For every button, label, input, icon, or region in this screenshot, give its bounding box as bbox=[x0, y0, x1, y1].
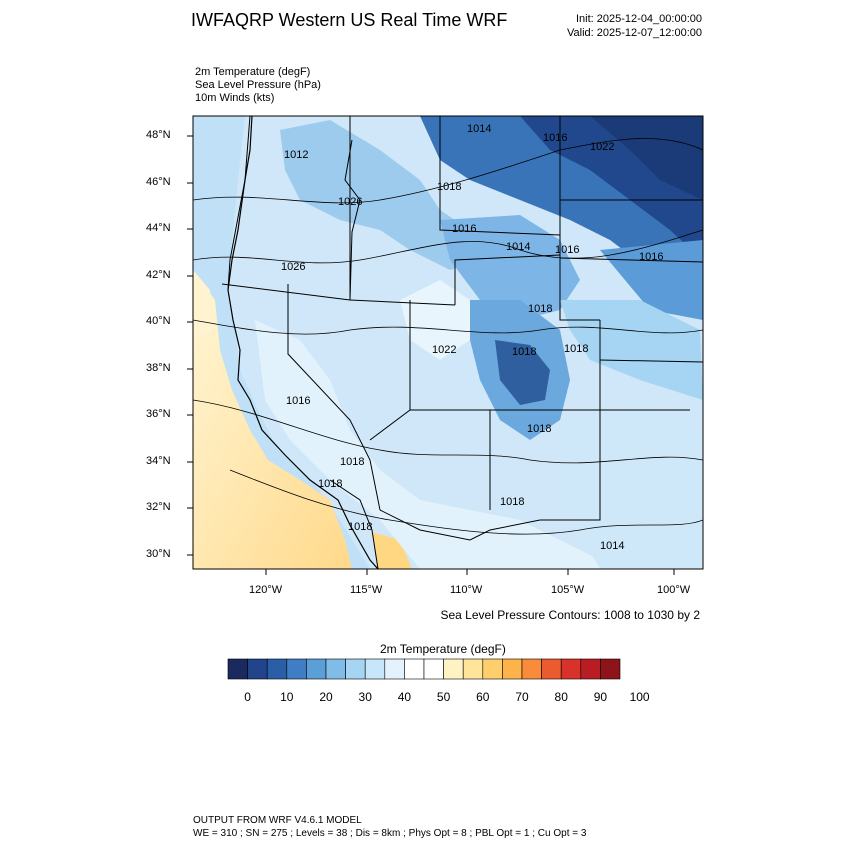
pressure-label: 1022 bbox=[432, 344, 456, 356]
colorbar-swatch bbox=[560, 658, 582, 680]
pressure-label: 1016 bbox=[452, 223, 476, 235]
state-borders bbox=[221, 116, 703, 541]
lon-label: 105°W bbox=[551, 584, 585, 596]
colorbar-ticks: 0 10 20 30 40 50 60 70 80 90 100 bbox=[244, 690, 650, 704]
lat-label: 48°N bbox=[146, 129, 171, 141]
pressure-label: 1014 bbox=[506, 241, 530, 253]
colorbar-swatch bbox=[404, 658, 425, 680]
lat-label: 32°N bbox=[146, 501, 171, 513]
colorbar-swatch bbox=[423, 658, 444, 680]
pressure-label: 1026 bbox=[281, 261, 305, 273]
colorbar-swatch bbox=[247, 658, 268, 680]
lat-label: 36°N bbox=[146, 408, 171, 420]
colorbar-swatch bbox=[306, 658, 327, 680]
colorbar-swatch bbox=[443, 658, 464, 680]
map-frame bbox=[192, 115, 704, 570]
colorbar-swatch bbox=[580, 658, 601, 680]
temperature-field bbox=[193, 116, 703, 569]
colorbar-swatch bbox=[266, 658, 288, 680]
field-label-temperature: 2m Temperature (degF) bbox=[195, 66, 311, 78]
pressure-label: 1016 bbox=[543, 132, 567, 144]
colorbar-tick-label: 10 bbox=[280, 690, 294, 704]
colorbar-swatch bbox=[482, 658, 503, 680]
pressure-label: 1016 bbox=[286, 395, 310, 407]
lat-label: 34°N bbox=[146, 455, 171, 467]
colorbar-tick-label: 0 bbox=[244, 690, 251, 704]
lon-label: 115°W bbox=[350, 584, 383, 596]
pressure-label: 1016 bbox=[639, 251, 663, 263]
lat-label: 40°N bbox=[146, 315, 171, 327]
lat-label: 38°N bbox=[146, 362, 171, 374]
footer-config: WE = 310 ; SN = 275 ; Levels = 38 ; Dis … bbox=[193, 828, 587, 839]
lon-label: 120°W bbox=[249, 584, 283, 596]
lon-label: 100°W bbox=[657, 584, 691, 596]
colorbar-tick-label: 20 bbox=[319, 690, 333, 704]
lat-label: 30°N bbox=[146, 548, 171, 560]
pressure-label: 1018 bbox=[512, 346, 536, 358]
pressure-label: 1018 bbox=[500, 496, 524, 508]
colorbar-tick-label: 30 bbox=[359, 690, 373, 704]
field-label-pressure: Sea Level Pressure (hPa) bbox=[195, 79, 321, 91]
colorbar-swatch bbox=[227, 658, 248, 680]
pressure-label: 1018 bbox=[437, 181, 461, 193]
colorbar-boxes bbox=[227, 658, 621, 680]
pressure-label: 1018 bbox=[340, 456, 364, 468]
pressure-label: 1022 bbox=[590, 141, 614, 153]
valid-time: Valid: 2025-12-07_12:00:00 bbox=[567, 27, 702, 39]
colorbar-tick-label: 40 bbox=[398, 690, 412, 704]
lat-label: 44°N bbox=[146, 222, 171, 234]
pressure-contours bbox=[193, 138, 703, 535]
colorbar-swatch bbox=[286, 658, 307, 680]
colorbar-swatch bbox=[600, 658, 621, 680]
pressure-label: 1018 bbox=[348, 521, 372, 533]
colorbar-swatch bbox=[364, 658, 386, 680]
field-label-winds: 10m Winds (kts) bbox=[195, 92, 275, 104]
pressure-label: 1014 bbox=[600, 540, 624, 552]
contour-note: Sea Level Pressure Contours: 1008 to 103… bbox=[440, 608, 701, 622]
pressure-label: 1016 bbox=[555, 244, 579, 256]
footer-model: OUTPUT FROM WRF V4.6.1 MODEL bbox=[193, 815, 362, 826]
colorbar-swatch bbox=[541, 658, 562, 680]
colorbar-tick-label: 80 bbox=[555, 690, 569, 704]
lat-label: 42°N bbox=[146, 269, 171, 281]
pressure-label: 1026 bbox=[338, 196, 362, 208]
colorbar: 0 10 20 30 40 50 60 70 80 90 100 bbox=[227, 658, 650, 704]
lon-label: 110°W bbox=[450, 584, 483, 596]
pressure-label-layer: 1014 1012 1016 1022 1026 1018 1016 1014 1016 1026… bbox=[281, 123, 663, 552]
plot-title: IWFAQRP Western US Real Time WRF bbox=[191, 10, 508, 30]
colorbar-tick-label: 100 bbox=[630, 690, 650, 704]
colorbar-swatch bbox=[325, 658, 346, 680]
colorbar-swatch bbox=[521, 658, 542, 680]
pressure-label: 1018 bbox=[528, 303, 552, 315]
colorbar-title: 2m Temperature (degF) bbox=[380, 642, 506, 656]
pressure-label: 1018 bbox=[318, 478, 342, 490]
warm-offshore-zone bbox=[193, 270, 352, 569]
colorbar-tick-label: 70 bbox=[515, 690, 529, 704]
axis-ticks bbox=[187, 135, 675, 575]
colorbar-swatch bbox=[502, 658, 523, 680]
colorbar-tick-label: 90 bbox=[594, 690, 608, 704]
colorbar-swatch bbox=[462, 658, 484, 680]
colorbar-tick-label: 60 bbox=[476, 690, 490, 704]
pressure-label: 1018 bbox=[564, 343, 588, 355]
pressure-label: 1014 bbox=[467, 123, 491, 135]
colorbar-tick-label: 50 bbox=[437, 690, 451, 704]
coastline bbox=[227, 116, 379, 569]
pressure-label: 1012 bbox=[284, 149, 308, 161]
lat-label: 46°N bbox=[146, 176, 171, 188]
pressure-label: 1018 bbox=[527, 423, 551, 435]
init-time: Init: 2025-12-04_00:00:00 bbox=[576, 13, 702, 25]
colorbar-swatch bbox=[345, 658, 366, 680]
colorbar-swatch bbox=[384, 658, 405, 680]
